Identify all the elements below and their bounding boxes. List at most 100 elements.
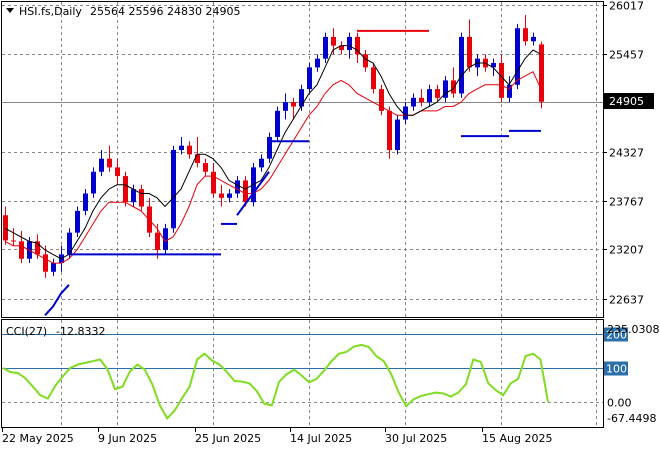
- fast-ma-line: [4, 45, 542, 260]
- candle: [179, 136, 184, 155]
- candle-body: [403, 106, 408, 120]
- candle-body: [323, 36, 328, 59]
- candle: [243, 176, 248, 207]
- candle-body: [491, 63, 496, 68]
- candle: [171, 145, 176, 233]
- candle-body: [307, 67, 312, 90]
- candle-body: [499, 63, 504, 98]
- candle-body: [363, 54, 368, 68]
- cci-level-label: 100: [606, 363, 627, 376]
- candle-body: [203, 163, 208, 172]
- candle: [459, 32, 464, 98]
- candle-body: [387, 110, 392, 150]
- slow-ma-line: [4, 71, 542, 264]
- cci-level-label: 200: [606, 329, 627, 342]
- price-tick-label: 23767: [609, 196, 644, 209]
- candle-body: [435, 89, 440, 98]
- candle: [323, 32, 328, 64]
- candle: [123, 171, 128, 207]
- candle: [355, 32, 360, 64]
- moving-average-lines: [4, 29, 542, 316]
- candle: [363, 49, 368, 72]
- candle: [259, 154, 264, 172]
- candle-body: [419, 97, 424, 103]
- candle: [267, 132, 272, 164]
- candle-body: [179, 145, 184, 150]
- cci-level-box: [604, 361, 628, 376]
- x-tick-label: 9 Jun 2025: [98, 432, 157, 445]
- candle: [371, 63, 376, 94]
- candle-body: [539, 44, 544, 102]
- symbol-timeframe: HSI.fs,Daily: [19, 5, 82, 18]
- candle: [467, 19, 472, 72]
- candle-body: [51, 263, 56, 272]
- stop-line-segment: [236, 171, 270, 216]
- candle-body: [195, 154, 200, 164]
- candle: [115, 158, 120, 185]
- candle: [387, 106, 392, 159]
- cci-panel-frame: [1, 319, 604, 428]
- candle: [443, 76, 448, 103]
- candle-body: [443, 80, 448, 98]
- candle-body: [259, 158, 264, 168]
- menu-triangle-icon[interactable]: [6, 8, 14, 13]
- candle: [315, 54, 320, 72]
- axis-labels: 22637 23207 23767 24327 25457 26017 22 May 202…: [2, 0, 644, 445]
- candle: [275, 106, 280, 142]
- cci-line: [2, 343, 549, 420]
- candle: [43, 245, 48, 278]
- cci-level-box: [604, 327, 628, 342]
- candle: [219, 184, 224, 207]
- x-tick-label: 25 Jun 2025: [195, 432, 261, 445]
- candle: [99, 149, 104, 177]
- candle: [411, 93, 416, 111]
- candle: [523, 15, 528, 46]
- cci-min-label: -67.4498: [607, 412, 656, 425]
- candle: [435, 84, 440, 103]
- candle-body: [35, 241, 40, 255]
- candle-body: [371, 67, 376, 90]
- candle-body: [83, 193, 88, 211]
- candle-body: [139, 189, 144, 207]
- candle: [395, 115, 400, 155]
- current-price-label: 24905: [609, 95, 644, 108]
- candle-body: [163, 228, 168, 251]
- price-tick-label: 24327: [609, 147, 644, 160]
- candle: [211, 163, 216, 198]
- price-tick-label: 26017: [609, 0, 644, 13]
- candle-body: [379, 89, 384, 111]
- candle-body: [107, 158, 112, 168]
- candle: [291, 97, 296, 120]
- candle-body: [115, 167, 120, 177]
- candle: [515, 23, 520, 90]
- candle: [131, 184, 136, 207]
- candle-body: [75, 210, 80, 233]
- cci-level-label: 0.00: [607, 397, 632, 410]
- candle-body: [283, 102, 288, 111]
- candle-body: [451, 80, 456, 94]
- price-tick-label: 22637: [609, 294, 644, 307]
- candle-body: [155, 232, 160, 251]
- candle: [91, 167, 96, 198]
- candle: [203, 158, 208, 177]
- candle-body: [211, 171, 216, 194]
- candle: [19, 230, 24, 264]
- candle: [163, 223, 168, 255]
- candle-body: [507, 84, 512, 98]
- x-tick-label: 30 Jul 2025: [385, 432, 447, 445]
- candle-body: [299, 89, 304, 107]
- candle-body: [395, 119, 400, 150]
- candle-body: [531, 36, 536, 42]
- candle-body: [411, 97, 416, 107]
- candle-body: [235, 180, 240, 194]
- candle-body: [219, 193, 224, 198]
- candle-body: [91, 171, 96, 194]
- cci-gridlines: [2, 320, 603, 427]
- cci-max-label: 235.0308: [607, 323, 660, 336]
- candle-body: [339, 45, 344, 50]
- candle-body: [227, 193, 232, 198]
- cci-plot: [2, 343, 549, 420]
- candle: [531, 32, 536, 46]
- candle-body: [355, 36, 360, 55]
